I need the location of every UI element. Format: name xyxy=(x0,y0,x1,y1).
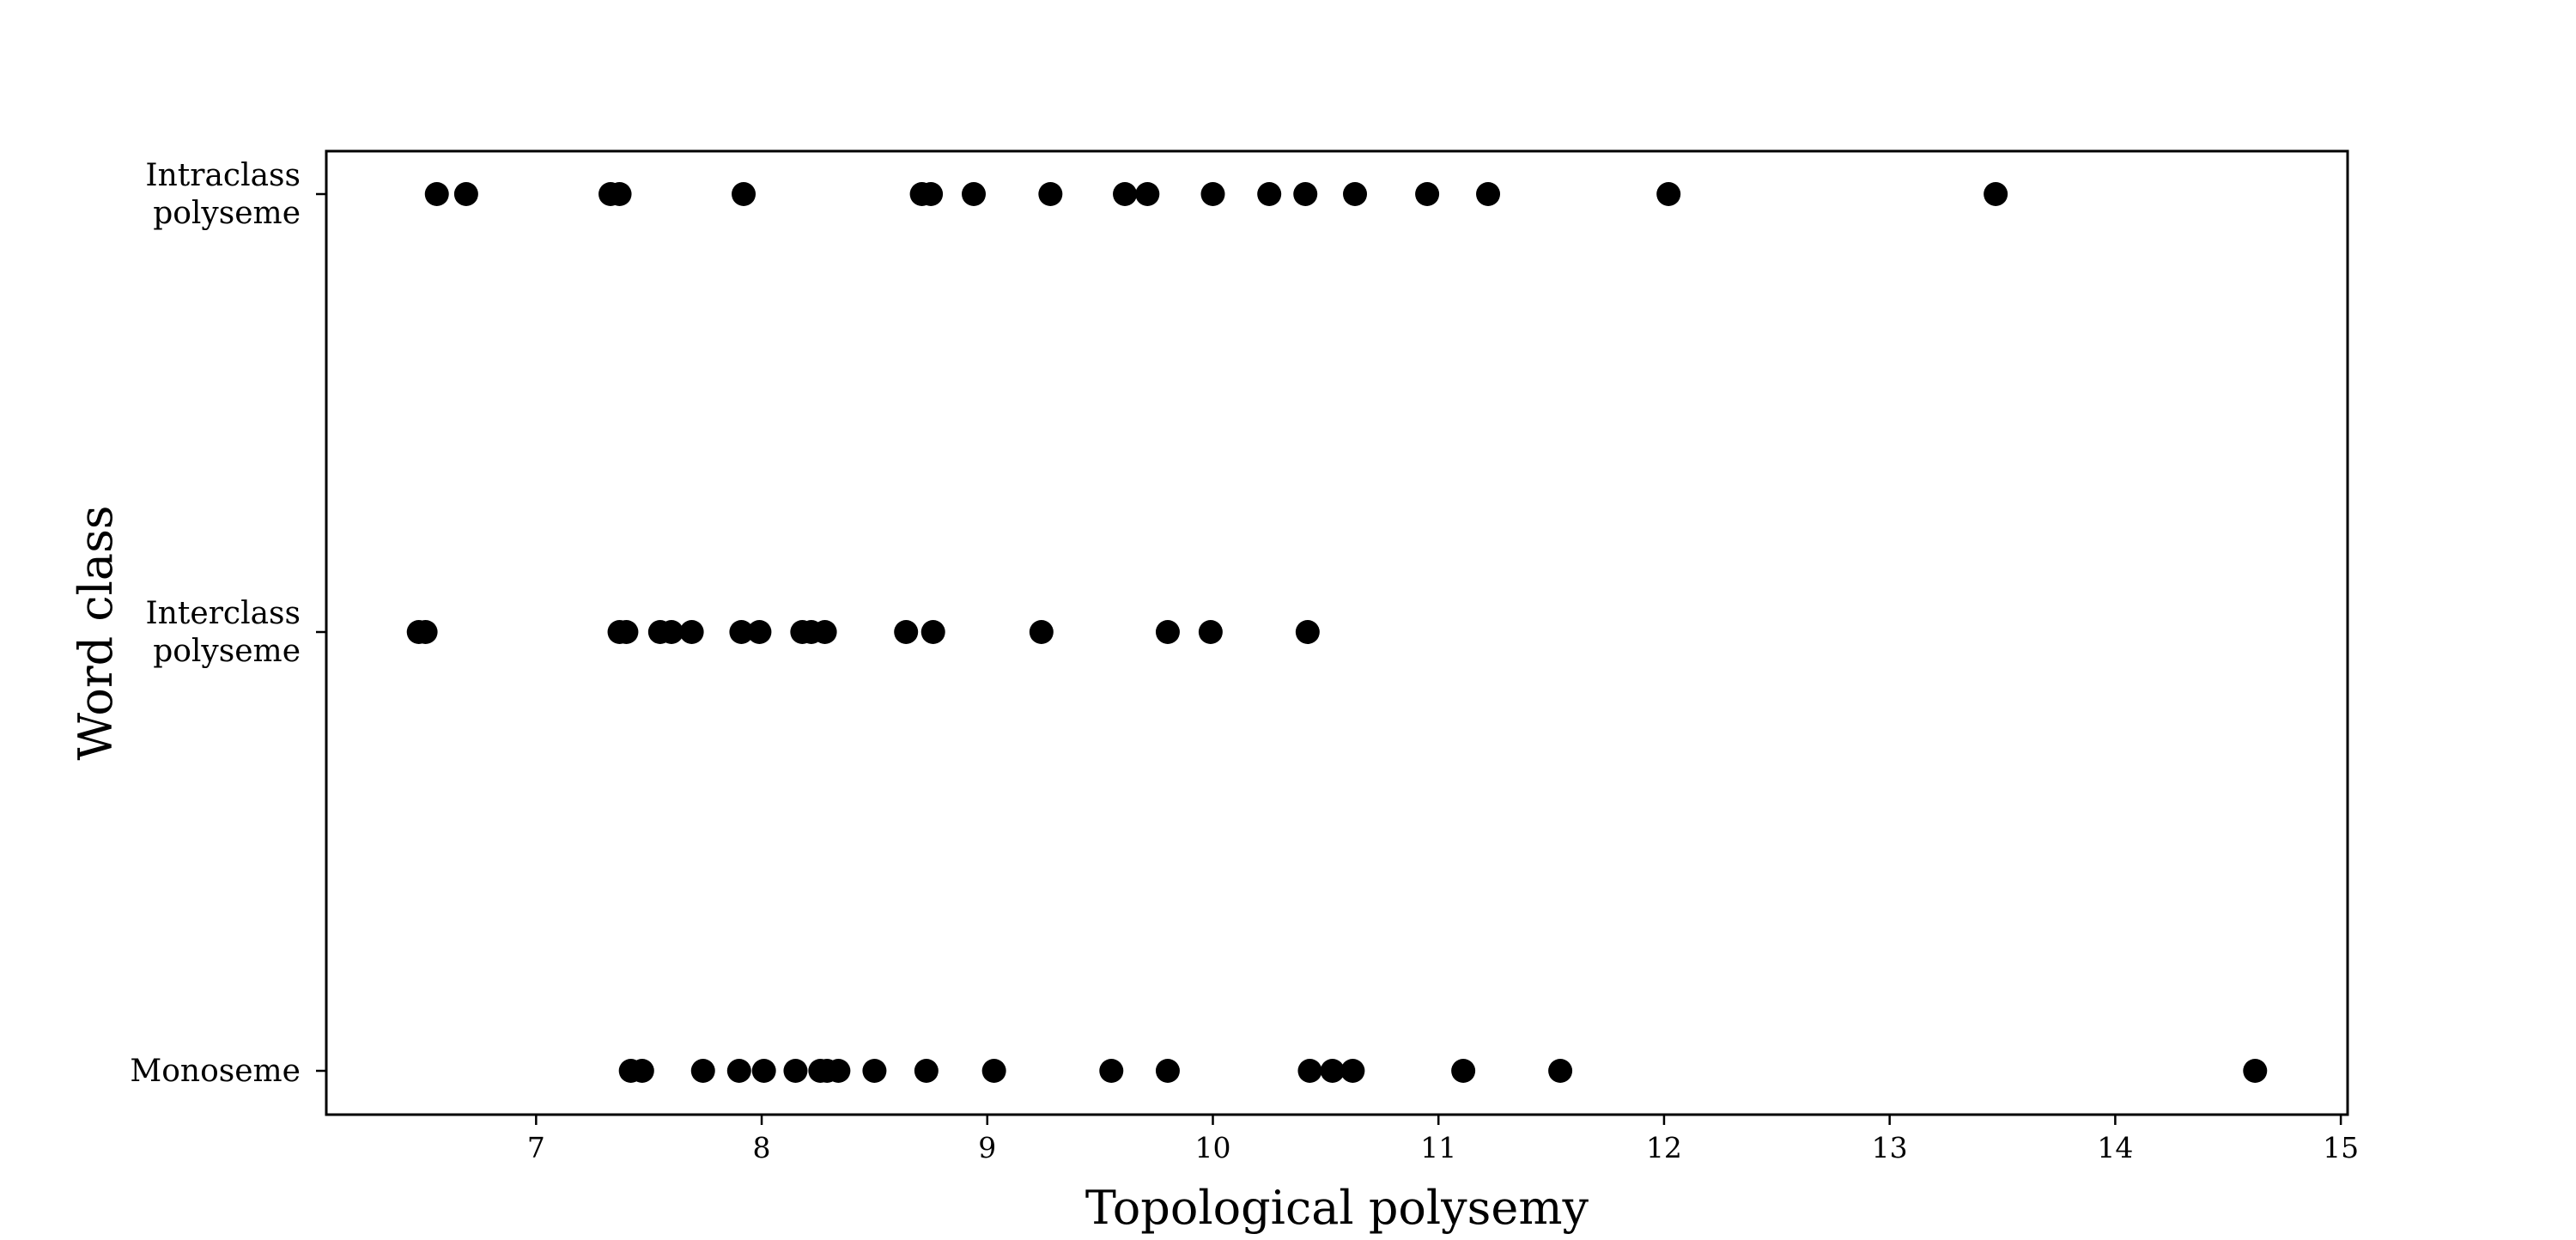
data-point xyxy=(1656,182,1681,206)
y-category-label: Interclass xyxy=(146,596,301,631)
y-category-label: polyseme xyxy=(153,634,301,669)
data-point xyxy=(1451,1059,1476,1083)
data-point xyxy=(1155,1059,1180,1083)
data-point xyxy=(1320,1059,1345,1083)
data-point xyxy=(751,1059,776,1083)
data-point xyxy=(629,1059,654,1083)
y-axis-title: Word class xyxy=(69,505,123,760)
x-tick-label: 7 xyxy=(527,1131,545,1164)
data-point xyxy=(1548,1059,1573,1083)
data-point xyxy=(962,182,987,206)
data-point xyxy=(826,1059,851,1083)
y-category-label: Monoseme xyxy=(130,1054,301,1089)
x-tick-label: 14 xyxy=(2097,1131,2133,1164)
data-point xyxy=(1135,182,1160,206)
data-point xyxy=(1297,1059,1322,1083)
x-tick-label: 15 xyxy=(2323,1131,2359,1164)
data-point xyxy=(812,620,837,644)
y-category-label: Intraclass xyxy=(145,158,301,193)
data-point xyxy=(1415,182,1440,206)
data-point xyxy=(747,620,772,644)
data-point xyxy=(1984,182,2008,206)
data-point xyxy=(1029,620,1054,644)
data-point xyxy=(920,620,945,644)
data-point xyxy=(1257,182,1282,206)
x-tick-label: 8 xyxy=(753,1131,771,1164)
data-point xyxy=(1476,182,1501,206)
x-tick-label: 13 xyxy=(1872,1131,1908,1164)
x-tick-label: 12 xyxy=(1646,1131,1682,1164)
data-point xyxy=(413,620,438,644)
data-point xyxy=(1198,620,1223,644)
data-point xyxy=(1200,182,1225,206)
data-point xyxy=(1113,182,1138,206)
data-point xyxy=(981,1059,1006,1083)
data-point xyxy=(1295,620,1320,644)
data-point xyxy=(659,620,683,644)
data-point xyxy=(732,182,756,206)
data-point xyxy=(453,182,478,206)
data-point xyxy=(862,1059,887,1083)
data-point xyxy=(1155,620,1180,644)
data-point xyxy=(614,620,639,644)
data-point xyxy=(690,1059,715,1083)
data-point xyxy=(726,1059,751,1083)
data-point xyxy=(729,620,754,644)
data-point xyxy=(783,1059,808,1083)
data-point xyxy=(679,620,704,644)
data-point xyxy=(914,1059,939,1083)
data-point xyxy=(1099,1059,1124,1083)
data-point xyxy=(607,182,632,206)
x-tick-label: 10 xyxy=(1195,1131,1231,1164)
x-tick-label: 11 xyxy=(1420,1131,1456,1164)
data-point xyxy=(1340,1059,1365,1083)
data-point xyxy=(1038,182,1063,206)
data-point xyxy=(919,182,944,206)
data-point xyxy=(894,620,919,644)
x-axis-title: Topological polysemy xyxy=(1085,1181,1589,1235)
data-point xyxy=(2243,1059,2268,1083)
x-tick-label: 9 xyxy=(978,1131,996,1164)
y-category-label: polyseme xyxy=(153,196,301,231)
data-point xyxy=(1293,182,1318,206)
data-point xyxy=(424,182,449,206)
data-point xyxy=(1343,182,1368,206)
